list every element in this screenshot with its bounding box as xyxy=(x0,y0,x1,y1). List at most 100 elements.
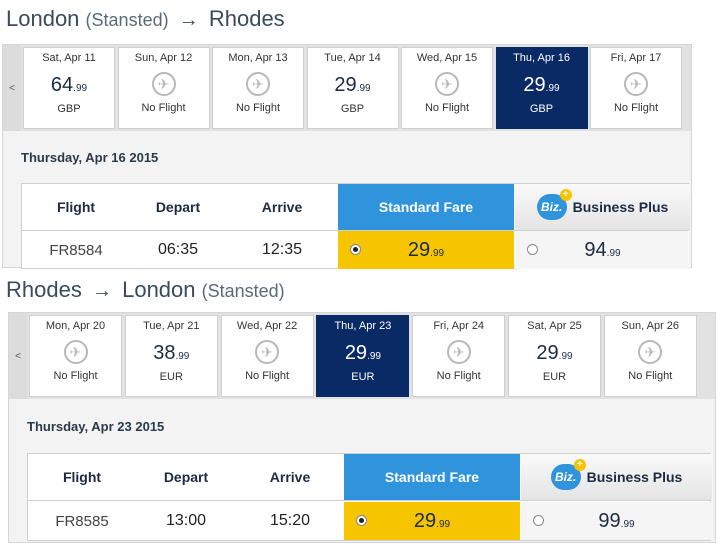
no-flight-label: No Flight xyxy=(628,370,673,382)
currency-label: GBP xyxy=(529,103,554,115)
outbound-date-strip: < Sat, Apr 11 64.99 GBP Sun, Apr 12 ✈ No Flig… xyxy=(3,45,691,131)
date-option[interactable]: Wed, Apr 22 ✈ No Flight xyxy=(220,315,314,397)
date-option[interactable]: Sat, Apr 25 29.99 EUR xyxy=(508,315,601,397)
no-flight-label: No Flight xyxy=(53,370,98,382)
date-label: Sun, Apr 26 xyxy=(621,320,680,332)
date-option[interactable]: Tue, Apr 14 29.99 GBP xyxy=(306,47,399,129)
business-plus-header[interactable]: Biz. + Business Plus xyxy=(521,454,712,500)
date-label: Mon, Apr 13 xyxy=(228,52,288,64)
standard-fare-price: 29.99 xyxy=(408,239,444,262)
currency-label: GBP xyxy=(340,103,365,115)
arrive-time: 15:20 xyxy=(269,512,311,529)
plane-icon: ✈ xyxy=(435,72,459,96)
outbound-section: < Sat, Apr 11 64.99 GBP Sun, Apr 12 ✈ No Flig… xyxy=(2,44,692,269)
day-price: 29.99 xyxy=(497,74,587,100)
business-plus-badge-icon: Biz. + xyxy=(550,459,586,490)
standard-fare-header[interactable]: Standard Fare xyxy=(344,454,520,500)
price-main: 29 xyxy=(413,509,437,532)
price-cents: .99 xyxy=(175,351,190,362)
date-option[interactable]: Thu, Apr 16 29.99 GBP xyxy=(495,47,588,129)
table-divider xyxy=(22,230,688,231)
depart-time: 13:00 xyxy=(165,512,207,529)
plane-icon: ✈ xyxy=(638,340,663,364)
column-header-depart: Depart xyxy=(163,469,209,485)
standard-fare-radio[interactable] xyxy=(350,244,361,255)
destination-airport: (Stansted) xyxy=(201,281,285,301)
date-label: Sat, Apr 25 xyxy=(527,320,582,332)
inbound-route-title: Rhodes → London (Stansted) xyxy=(6,277,285,303)
destination-city: London xyxy=(122,277,196,302)
chevron-left-icon[interactable]: < xyxy=(3,45,21,131)
plane-icon: ✈ xyxy=(63,340,88,364)
inbound-section: < Mon, Apr 20 ✈ No Flight Tue, Apr 21 38.99 E… xyxy=(8,312,716,543)
business-plus-radio[interactable] xyxy=(527,244,538,255)
price-main: 29 xyxy=(407,238,431,261)
price-cents: .99 xyxy=(436,518,451,530)
column-header-flight: Flight xyxy=(62,469,102,485)
price-cents: .99 xyxy=(356,83,371,94)
date-option[interactable]: Sat, Apr 11 64.99 GBP xyxy=(23,47,115,129)
day-price: 29.99 xyxy=(317,342,408,368)
plane-icon: ✈ xyxy=(624,72,648,96)
price-cents: .99 xyxy=(367,351,381,362)
chevron-left-icon[interactable]: < xyxy=(9,313,27,399)
date-label: Sun, Apr 12 xyxy=(134,52,193,64)
business-plus-option[interactable]: 99.99 xyxy=(521,502,712,540)
outbound-date-heading: Thursday, Apr 16 2015 xyxy=(21,150,159,165)
standard-fare-price: 29.99 xyxy=(414,510,450,533)
date-option[interactable]: Sun, Apr 26 ✈ No Flight xyxy=(603,315,697,397)
standard-fare-option[interactable]: 29.99 xyxy=(344,502,520,540)
currency-label: EUR xyxy=(542,371,567,383)
date-label: Tue, Apr 14 xyxy=(324,52,381,64)
column-header-arrive: Arrive xyxy=(261,199,303,215)
date-label: Fri, Apr 24 xyxy=(433,320,485,332)
price-main: 94 xyxy=(584,238,607,261)
plus-icon: + xyxy=(559,189,572,201)
standard-fare-option[interactable]: 29.99 xyxy=(338,231,514,269)
date-option[interactable]: Fri, Apr 24 ✈ No Flight xyxy=(412,315,506,397)
standard-fare-radio[interactable] xyxy=(356,515,367,526)
date-option[interactable]: Wed, Apr 15 ✈ No Flight xyxy=(401,47,493,129)
date-option[interactable]: Sun, Apr 12 ✈ No Flight xyxy=(117,47,210,129)
no-flight-label: No Flight xyxy=(141,102,186,114)
business-plus-label: Business Plus xyxy=(572,199,669,215)
origin-city: Rhodes xyxy=(6,277,82,302)
price-main: 38 xyxy=(153,342,176,364)
business-plus-header[interactable]: Biz. + Business Plus xyxy=(515,184,690,230)
no-flight-label: No Flight xyxy=(245,370,290,382)
standard-fare-header[interactable]: Standard Fare xyxy=(338,184,514,230)
date-option[interactable]: Mon, Apr 20 ✈ No Flight xyxy=(29,315,122,397)
flight-number: FR8584 xyxy=(49,241,103,259)
date-option[interactable]: Fri, Apr 17 ✈ No Flight xyxy=(590,47,682,129)
inbound-fare-table: Flight Depart Arrive Standard Fare Biz. +… xyxy=(27,453,712,541)
day-price: 29.99 xyxy=(509,342,600,368)
day-price: 29.99 xyxy=(308,74,398,100)
no-flight-label: No Flight xyxy=(436,370,481,382)
destination-city: Rhodes xyxy=(208,6,285,31)
price-cents: .99 xyxy=(545,83,560,94)
flight-number: FR8585 xyxy=(55,512,109,530)
date-label: Sat, Apr 11 xyxy=(42,52,96,64)
biz-badge-text: Biz. xyxy=(540,200,563,214)
date-label: Thu, Apr 16 xyxy=(513,52,570,64)
price-main: 29 xyxy=(344,342,368,364)
date-label: Thu, Apr 23 xyxy=(334,320,392,332)
column-header-arrive: Arrive xyxy=(269,469,311,485)
date-label: Wed, Apr 22 xyxy=(236,320,298,332)
date-label: Wed, Apr 15 xyxy=(416,52,478,64)
price-cents: .99 xyxy=(620,518,635,530)
date-option[interactable]: Thu, Apr 23 29.99 EUR xyxy=(316,315,410,397)
inbound-date-strip: < Mon, Apr 20 ✈ No Flight Tue, Apr 21 38.99 E… xyxy=(9,313,715,399)
no-flight-label: No Flight xyxy=(235,102,281,114)
business-plus-option[interactable]: 94.99 xyxy=(515,231,690,269)
date-label: Mon, Apr 20 xyxy=(45,320,106,332)
business-plus-price: 99.99 xyxy=(598,510,634,533)
plane-icon: ✈ xyxy=(446,340,471,364)
date-option[interactable]: Tue, Apr 21 38.99 EUR xyxy=(124,315,218,397)
column-header-depart: Depart xyxy=(155,199,201,215)
business-plus-radio[interactable] xyxy=(533,515,544,526)
price-main: 99 xyxy=(598,509,621,532)
arrive-time: 12:35 xyxy=(261,241,303,258)
date-option[interactable]: Mon, Apr 13 ✈ No Flight xyxy=(212,47,304,129)
no-flight-label: No Flight xyxy=(613,102,659,114)
